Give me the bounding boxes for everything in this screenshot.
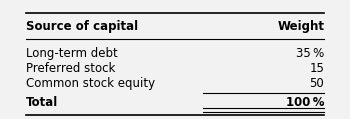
Text: Weight: Weight <box>277 20 324 33</box>
Text: Total: Total <box>26 96 58 109</box>
Text: 15: 15 <box>309 62 324 75</box>
Text: 50: 50 <box>309 77 324 90</box>
Text: 35 %: 35 % <box>296 47 324 60</box>
Text: Common stock equity: Common stock equity <box>26 77 155 90</box>
Text: Source of capital: Source of capital <box>26 20 138 33</box>
Text: Long-term debt: Long-term debt <box>26 47 118 60</box>
Text: Preferred stock: Preferred stock <box>26 62 115 75</box>
Text: 100 %: 100 % <box>286 96 324 109</box>
